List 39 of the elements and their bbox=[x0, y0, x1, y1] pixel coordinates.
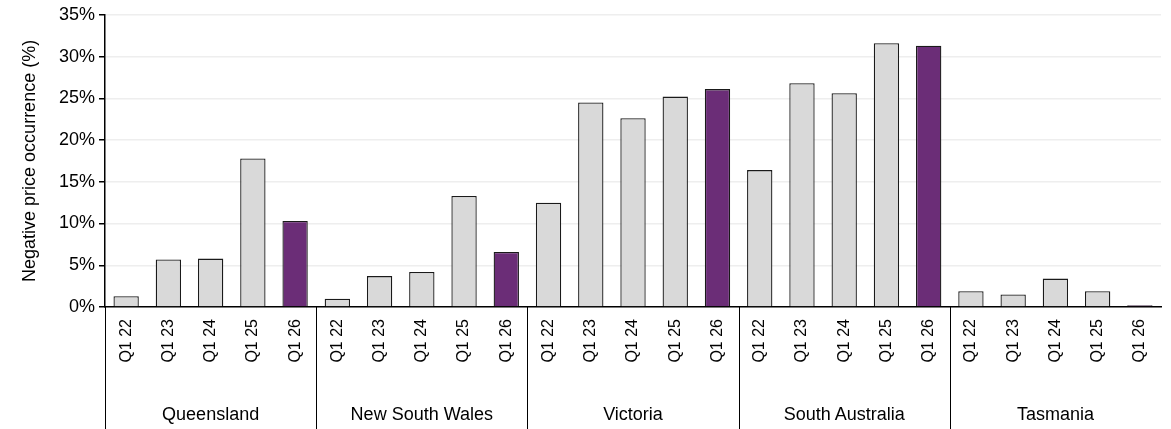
x-tick-label: Q1 25 bbox=[243, 318, 261, 363]
x-tick-label: Q1 25 bbox=[1088, 318, 1106, 363]
y-axis-title: Negative price occurrence (%) bbox=[18, 39, 39, 282]
text: South Australia bbox=[783, 403, 906, 424]
x-tick-label: Q1 26 bbox=[1130, 318, 1148, 363]
x-tick-label: Q1 22 bbox=[538, 318, 556, 363]
text: New South Wales bbox=[350, 403, 494, 424]
x-tick-label: Q1 22 bbox=[116, 318, 134, 363]
x-tick-label: Q1 22 bbox=[327, 318, 345, 363]
x-tick-label: Q1 24 bbox=[1045, 318, 1063, 363]
x-tick-label: Q1 25 bbox=[876, 318, 894, 363]
x-tick-label: Q1 25 bbox=[665, 318, 683, 363]
x-tick-label: Q1 23 bbox=[792, 318, 810, 363]
x-tick-label: Q1 25 bbox=[454, 318, 472, 363]
y-tick-label: 25% bbox=[59, 87, 96, 108]
x-tick-label: Q1 24 bbox=[834, 318, 852, 363]
x-tick-label: Q1 26 bbox=[285, 318, 303, 363]
y-tick-label: 15% bbox=[59, 170, 96, 191]
text: Victoria bbox=[603, 403, 664, 424]
x-tick-label: Q1 26 bbox=[919, 318, 937, 363]
x-tick-label: Q1 23 bbox=[1003, 318, 1021, 363]
x-tick-label: Q1 22 bbox=[750, 318, 768, 363]
x-tick-label: Q1 24 bbox=[201, 318, 219, 363]
y-tick-label: 30% bbox=[59, 45, 96, 66]
y-tick-label: 20% bbox=[59, 129, 96, 149]
x-tick-label: Q1 22 bbox=[961, 318, 979, 363]
y-tick-label: 35% bbox=[59, 3, 96, 24]
x-tick-label: Q1 26 bbox=[707, 318, 725, 363]
y-tick-label: 0% bbox=[69, 295, 96, 316]
text: Tasmania bbox=[1016, 403, 1095, 424]
x-tick-label: Q1 23 bbox=[581, 318, 599, 363]
y-tick-label: 10% bbox=[59, 212, 96, 233]
y-tick-label: 5% bbox=[69, 254, 96, 275]
x-tick-label: Q1 26 bbox=[496, 318, 514, 363]
x-tick-label: Q1 24 bbox=[412, 318, 430, 363]
text: Queensland bbox=[162, 403, 260, 424]
x-tick-label: Q1 23 bbox=[369, 318, 387, 363]
x-tick-label: Q1 24 bbox=[623, 318, 641, 363]
x-tick-label: Q1 23 bbox=[158, 318, 176, 363]
